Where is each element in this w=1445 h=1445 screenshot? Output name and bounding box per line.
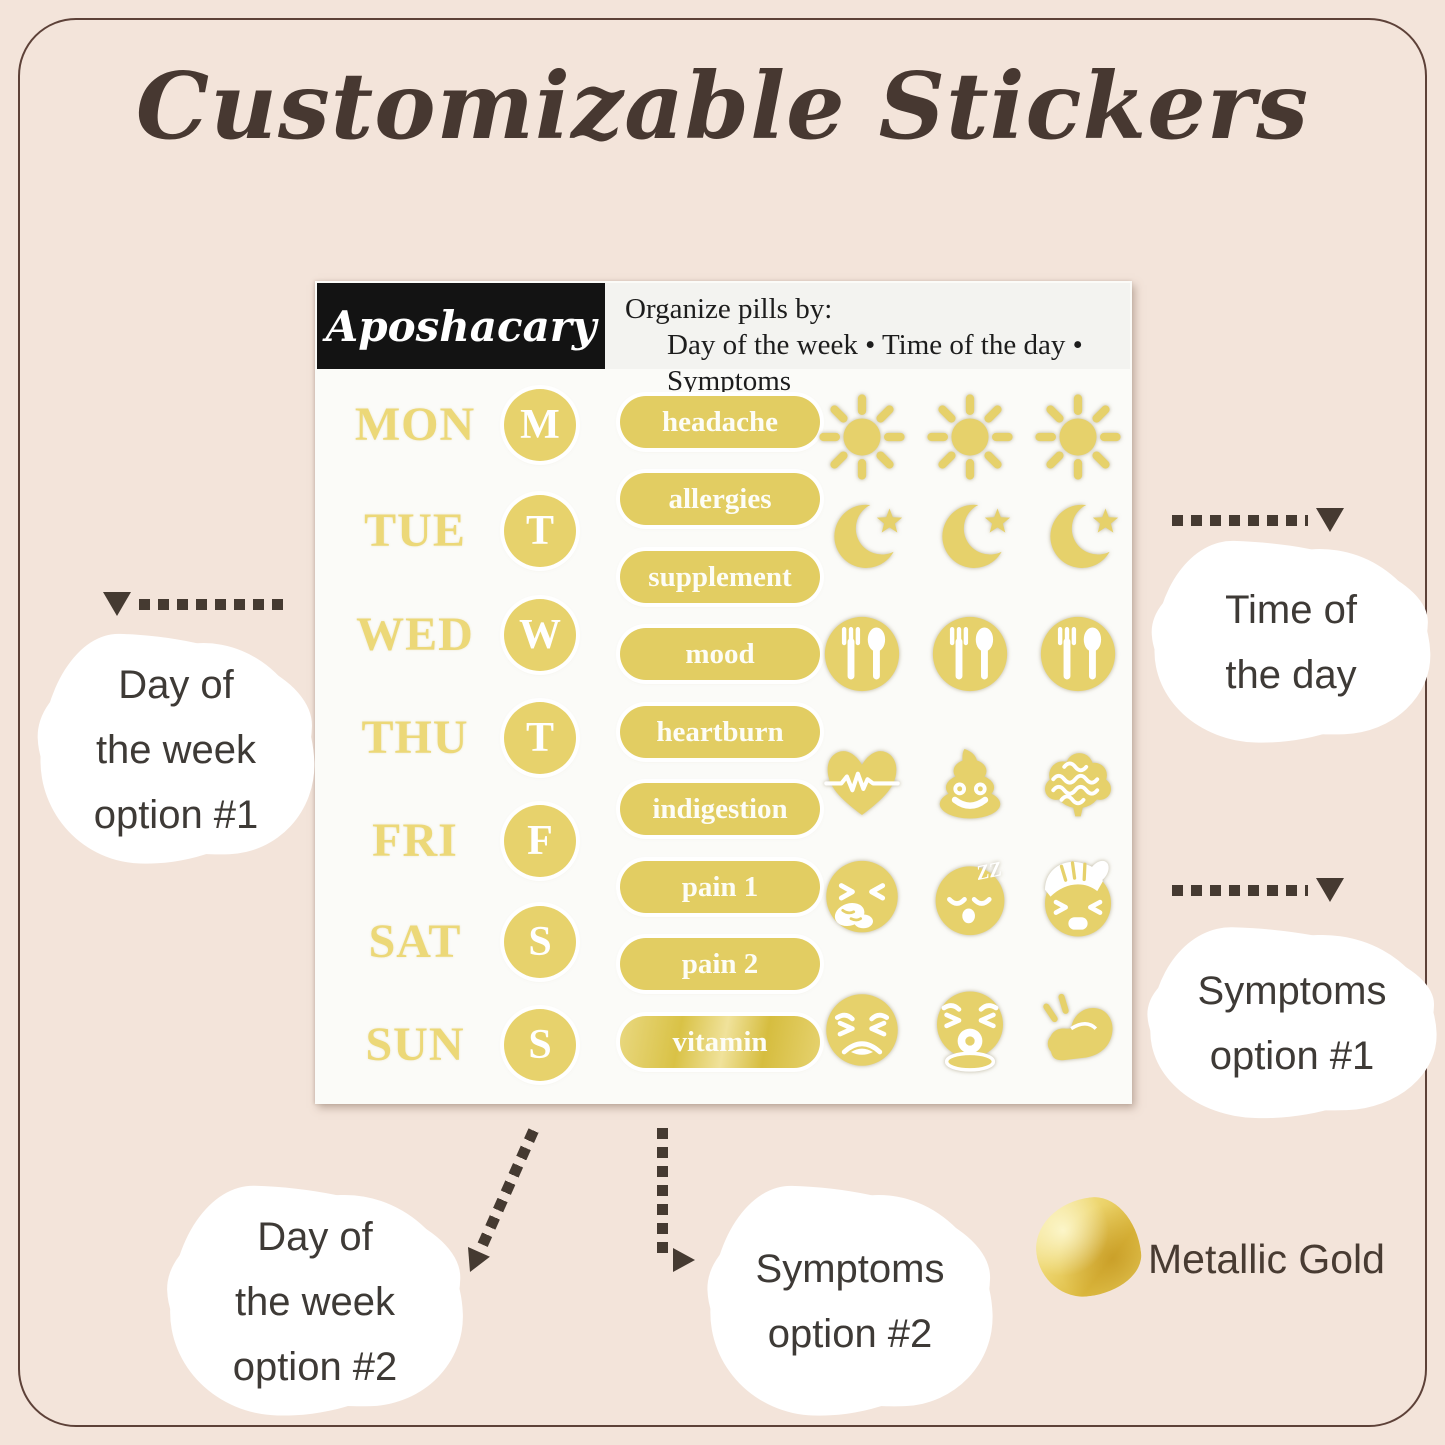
pill-sticker-mood: mood [620, 628, 820, 680]
moon-star-icon [926, 494, 1014, 582]
symptoms1-arrow [1172, 878, 1344, 902]
day-sticker-tue: TUE [364, 504, 466, 557]
dotted-line [139, 598, 289, 610]
brand-logo: Aposhacary [325, 301, 597, 351]
day-sticker-sat: SAT [368, 915, 462, 968]
pill-sticker-heartburn: heartburn [620, 706, 820, 758]
sun-icon [926, 393, 1014, 481]
day-sticker-fri: FRI [372, 814, 458, 867]
pill-sticker-supplement: supplement [620, 551, 820, 603]
brand-logo-box: Aposhacary [317, 283, 605, 369]
pill-sticker-headache: headache [620, 396, 820, 448]
organize-options-line: Day of the week • Time of the day • Symp… [667, 329, 1083, 397]
headache-face-icon [1034, 854, 1122, 942]
pill-sticker-pain1: pain 1 [620, 861, 820, 913]
day-sticker-mon: MON [354, 398, 476, 451]
symptoms2-arrow-line [657, 1128, 668, 1256]
moon-star-icon [1034, 494, 1122, 582]
label-day-option2: Day of the week option #2 [176, 1196, 454, 1408]
day-option1-arrow [103, 592, 289, 616]
dotted-line [1172, 514, 1308, 526]
sleepy-face-zz-icon: ZZ [926, 854, 1014, 942]
decorative-border [18, 18, 1427, 1427]
sun-icon [1034, 393, 1122, 481]
label-symptoms-option1: Symptoms option #1 [1156, 936, 1428, 1112]
svg-text:ZZ: ZZ [974, 858, 1005, 885]
label-day-option1: Day of the week option #1 [46, 644, 306, 856]
arrow-head-icon [1316, 508, 1344, 532]
sun-icon [818, 393, 906, 481]
initial-sticker-w: W [504, 599, 576, 671]
meal-fork-spoon-icon [926, 610, 1014, 698]
symptoms2-arrow-head-icon [673, 1248, 695, 1272]
initial-sticker-m: M [504, 389, 576, 461]
brain-icon [1034, 738, 1122, 826]
pill-sticker-vitamin: vitamin [620, 1016, 820, 1068]
poop-emoji-icon [926, 738, 1014, 826]
initial-sticker-f: F [504, 805, 576, 877]
sheet-header: Aposhacary Organize pills by: Day of the… [317, 283, 1130, 397]
initial-sticker-t: T [504, 495, 576, 567]
meal-fork-spoon-icon [1034, 610, 1122, 698]
sneezing-face-icon [818, 854, 906, 942]
meal-fork-spoon-icon [818, 610, 906, 698]
label-symptoms-option2: Symptoms option #2 [716, 1196, 984, 1408]
day-sticker-thu: THU [361, 711, 469, 764]
arrow-head-icon [103, 592, 131, 616]
flexed-biceps-icon [1034, 986, 1122, 1074]
moon-star-icon [818, 494, 906, 582]
crying-face-icon [818, 986, 906, 1074]
vomiting-face-icon [926, 986, 1014, 1074]
sticker-sheet: Aposhacary Organize pills by: Day of the… [315, 281, 1132, 1104]
sheet-header-text: Organize pills by: Day of the week • Tim… [605, 283, 1130, 397]
dotted-line [1172, 884, 1308, 896]
arrow-head-icon [1316, 878, 1344, 902]
day-sticker-sun: SUN [365, 1018, 465, 1071]
label-time-of-day: Time of the day [1160, 550, 1422, 736]
page-title: Customizable Stickers [135, 52, 1310, 160]
pill-sticker-indigestion: indigestion [620, 783, 820, 835]
initial-sticker-s: S [504, 906, 576, 978]
initial-sticker-s2: S [504, 1009, 576, 1081]
metallic-gold-label: Metallic Gold [1148, 1236, 1385, 1282]
day-sticker-wed: WED [356, 608, 474, 661]
heart-pulse-icon [818, 738, 906, 826]
time-of-day-arrow [1172, 508, 1344, 532]
pill-sticker-allergies: allergies [620, 473, 820, 525]
pill-sticker-pain2: pain 2 [620, 938, 820, 990]
organize-line: Organize pills by: [625, 293, 833, 325]
initial-sticker-t2: T [504, 702, 576, 774]
